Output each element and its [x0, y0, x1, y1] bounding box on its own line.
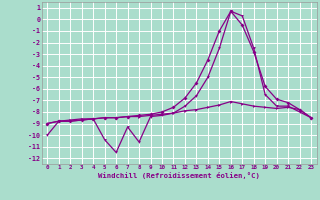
- X-axis label: Windchill (Refroidissement éolien,°C): Windchill (Refroidissement éolien,°C): [98, 172, 260, 179]
